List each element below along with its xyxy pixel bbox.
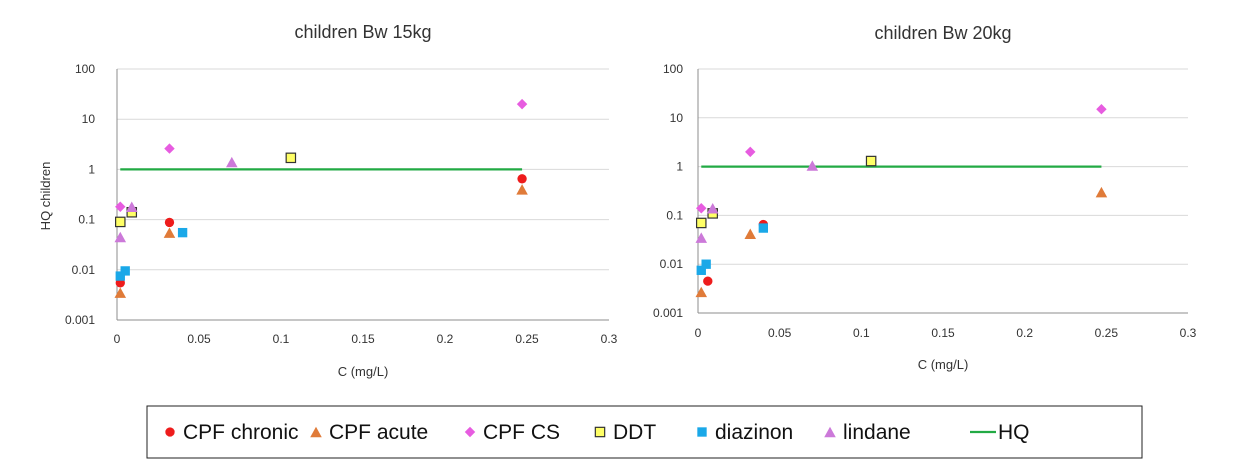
point-cpf-cs xyxy=(164,143,175,154)
x-axis-label: C (mg/L) xyxy=(338,364,389,379)
x-tick-label: 0.05 xyxy=(187,332,211,346)
point-cpf-acute xyxy=(114,287,127,298)
x-tick-label: 0.1 xyxy=(853,326,870,340)
y-tick-label: 0.001 xyxy=(653,306,683,320)
y-tick-label: 100 xyxy=(663,62,683,76)
legend-item-cpf-chronic: CPF chronic xyxy=(165,421,299,444)
chart-title: children Bw 20kg xyxy=(874,23,1011,43)
x-tick-label: 0.05 xyxy=(768,326,792,340)
y-tick-label: 0.1 xyxy=(78,213,95,227)
x-tick-label: 0.1 xyxy=(273,332,290,346)
legend-swatch xyxy=(697,427,707,437)
y-tick-label: 0.01 xyxy=(72,263,96,277)
x-tick-label: 0.25 xyxy=(1095,326,1119,340)
legend-label: diazinon xyxy=(715,421,793,444)
point-cpf-cs xyxy=(696,203,707,214)
point-cpf-chronic xyxy=(517,174,527,184)
point-cpf-cs xyxy=(115,201,126,213)
legend-item-diazinon: diazinon xyxy=(697,421,793,444)
x-tick-label: 0.15 xyxy=(931,326,955,340)
legend-swatch xyxy=(824,426,836,438)
point-ddt xyxy=(115,216,126,228)
point-diazinon xyxy=(120,266,130,276)
point-lindane xyxy=(125,201,138,213)
point-ddt xyxy=(865,155,877,167)
point-ddt xyxy=(285,152,297,164)
legend-item-hq: HQ xyxy=(970,421,1030,444)
y-tick-label: 10 xyxy=(82,112,96,126)
legend-label: lindane xyxy=(843,421,911,444)
legend-swatch xyxy=(310,426,322,438)
point-diazinon xyxy=(758,223,769,233)
y-axis-label: HQ children xyxy=(38,162,53,231)
legend-label: DDT xyxy=(613,421,656,444)
point-lindane xyxy=(806,160,819,171)
x-axis-label: C (mg/L) xyxy=(918,357,969,372)
x-tick-label: 0.3 xyxy=(601,332,618,346)
point-cpf-cs xyxy=(516,98,528,110)
point-cpf-chronic xyxy=(164,217,175,228)
y-tick-label: 0.001 xyxy=(65,313,95,327)
legend-item-cpf-acute: CPF acute xyxy=(310,421,428,444)
x-tick-label: 0 xyxy=(695,326,702,340)
point-cpf-acute xyxy=(695,286,708,298)
y-tick-label: 1 xyxy=(676,160,683,174)
x-tick-label: 0 xyxy=(114,332,121,346)
point-lindane xyxy=(695,232,708,243)
legend-item-ddt: DDT xyxy=(594,421,656,444)
point-cpf-acute xyxy=(516,184,528,195)
point-cpf-acute xyxy=(744,228,757,240)
point-ddt xyxy=(695,217,707,229)
point-lindane xyxy=(226,156,238,168)
legend-item-cpf-cs: CPF CS xyxy=(464,421,560,444)
chart-bw20: children Bw 20kg C (mg/L) 0.001 0.01 0.1 1 1… xyxy=(653,23,1197,372)
point-diazinon xyxy=(115,271,125,281)
point-lindane xyxy=(706,203,719,214)
chart-bw15: children Bw 15kg HQ children C (mg/L) 0.… xyxy=(38,22,618,379)
point-diazinon xyxy=(177,227,188,238)
legend-swatch xyxy=(464,426,476,438)
point-lindane xyxy=(114,231,127,243)
point-cpf-cs xyxy=(1096,103,1107,115)
point-diazinon xyxy=(701,259,711,269)
x-tick-label: 0.3 xyxy=(1180,326,1197,340)
x-tick-label: 0.15 xyxy=(351,332,375,346)
legend-label: CPF CS xyxy=(483,421,560,444)
x-tick-label: 0.25 xyxy=(515,332,539,346)
y-tick-label: 0.01 xyxy=(660,257,684,271)
y-tick-label: 1 xyxy=(88,162,95,176)
legend-label: CPF acute xyxy=(329,421,428,444)
point-cpf-acute xyxy=(1095,186,1108,198)
y-tick-label: 0.1 xyxy=(666,208,683,222)
legend-swatch xyxy=(594,426,606,438)
chart-title: children Bw 15kg xyxy=(294,22,431,42)
legend: CPF chronic CPF acute CPF CS DDT diazinon lin… xyxy=(146,405,1143,459)
y-tick-label: 10 xyxy=(670,111,684,125)
point-cpf-cs xyxy=(745,146,756,158)
legend-label: HQ xyxy=(998,421,1030,444)
x-tick-label: 0.2 xyxy=(1016,326,1033,340)
y-tick-label: 100 xyxy=(75,62,95,76)
point-cpf-acute xyxy=(163,227,176,238)
x-tick-label: 0.2 xyxy=(437,332,454,346)
point-cpf-chronic xyxy=(703,276,713,286)
legend-swatch xyxy=(165,427,175,437)
point-diazinon xyxy=(696,265,706,275)
legend-item-lindane: lindane xyxy=(824,421,911,444)
legend-label: CPF chronic xyxy=(183,421,299,444)
